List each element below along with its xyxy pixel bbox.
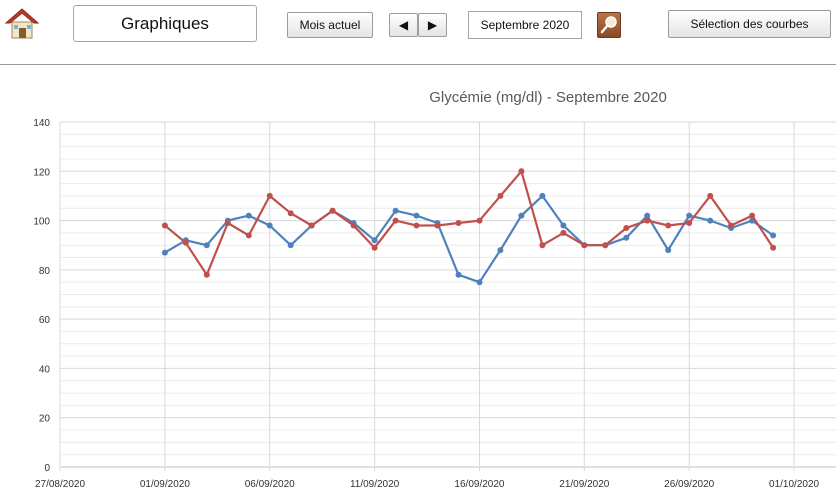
data-point[interactable] — [245, 232, 252, 239]
data-point[interactable] — [476, 217, 483, 224]
x-axis-ticks: 27/08/2020 01/09/2020 06/09/2020 11/09/2020… — [35, 479, 820, 490]
data-point[interactable] — [749, 212, 756, 219]
series-line — [164, 194, 774, 284]
x-tick-label: 01/10/2020 — [769, 479, 819, 490]
y-tick-label: 0 — [44, 463, 50, 474]
data-point[interactable] — [518, 212, 525, 219]
minor-gridlines — [60, 133, 836, 456]
data-point[interactable] — [161, 249, 168, 256]
data-point[interactable] — [455, 271, 462, 278]
data-point[interactable] — [623, 225, 630, 231]
x-tick-label: 16/09/2020 — [454, 479, 504, 490]
y-tick-label: 140 — [33, 118, 50, 129]
magnifier-icon[interactable] — [597, 12, 621, 38]
data-point[interactable] — [182, 239, 189, 246]
curve-selection-button[interactable]: Sélection des courbes — [668, 10, 831, 38]
data-point[interactable] — [266, 192, 273, 199]
data-point[interactable] — [455, 220, 462, 226]
data-point[interactable] — [350, 222, 357, 229]
data-point[interactable] — [497, 192, 504, 199]
data-point[interactable] — [308, 222, 315, 229]
data-point[interactable] — [371, 244, 378, 251]
major-gridlines — [59, 121, 836, 471]
data-point[interactable] — [770, 244, 777, 251]
data-point[interactable] — [497, 247, 504, 254]
y-tick-label: 40 — [39, 364, 51, 375]
data-point[interactable] — [644, 217, 651, 224]
data-point[interactable] — [686, 212, 693, 219]
x-tick-label: 11/09/2020 — [350, 479, 400, 490]
data-point[interactable] — [266, 222, 273, 229]
data-point[interactable] — [434, 222, 441, 229]
series-layer — [161, 168, 777, 286]
data-point[interactable] — [539, 242, 546, 249]
data-point[interactable] — [770, 232, 777, 239]
data-point[interactable] — [581, 242, 588, 249]
x-tick-label: 21/09/2020 — [559, 479, 609, 490]
data-point[interactable] — [287, 210, 294, 217]
data-point[interactable] — [203, 271, 210, 278]
x-tick-label: 06/09/2020 — [245, 479, 295, 490]
series-1 — [161, 192, 777, 286]
y-axis-ticks: 0 20 40 60 80 100 120 140 — [33, 118, 50, 474]
month-display[interactable]: Septembre 2020 — [468, 11, 582, 39]
y-tick-label: 100 — [33, 217, 50, 228]
data-point[interactable] — [728, 222, 735, 229]
toolbar-divider — [0, 64, 836, 65]
data-point[interactable] — [560, 222, 567, 229]
data-point[interactable] — [203, 242, 210, 249]
glycemia-chart: Glycémie (mg/dl) - Septembre 2020 0 20 40 6… — [33, 89, 836, 490]
data-point[interactable] — [476, 279, 483, 286]
y-tick-label: 60 — [39, 315, 51, 326]
x-tick-label: 01/09/2020 — [140, 479, 190, 490]
data-point[interactable] — [665, 222, 672, 229]
data-point[interactable] — [623, 234, 630, 241]
x-tick-label: 26/09/2020 — [664, 479, 714, 490]
data-point[interactable] — [224, 220, 231, 226]
y-tick-label: 20 — [39, 414, 51, 425]
data-point[interactable] — [686, 220, 693, 226]
data-point[interactable] — [371, 237, 378, 244]
data-point[interactable] — [161, 222, 168, 229]
toolbar: Graphiques Mois actuel ◀ ▶ Septembre 202… — [0, 0, 836, 62]
data-point[interactable] — [245, 212, 252, 219]
data-point[interactable] — [602, 242, 609, 249]
x-tick-label: 27/08/2020 — [35, 479, 85, 490]
series-2 — [161, 168, 777, 278]
data-point[interactable] — [392, 217, 399, 224]
data-point[interactable] — [518, 168, 525, 175]
data-point[interactable] — [413, 222, 420, 229]
data-point[interactable] — [329, 207, 336, 214]
data-point[interactable] — [644, 212, 651, 219]
data-point[interactable] — [707, 217, 714, 224]
chart-title: Glycémie (mg/dl) - Septembre 2020 — [429, 89, 667, 106]
data-point[interactable] — [539, 192, 546, 199]
data-point[interactable] — [560, 229, 567, 236]
y-tick-label: 120 — [33, 167, 50, 178]
data-point[interactable] — [413, 212, 420, 219]
current-month-button[interactable]: Mois actuel — [287, 12, 373, 38]
data-point[interactable] — [392, 207, 399, 214]
data-point[interactable] — [665, 247, 672, 254]
data-point[interactable] — [287, 242, 294, 249]
page-title: Graphiques — [73, 5, 257, 42]
y-tick-label: 80 — [39, 266, 51, 277]
data-point[interactable] — [707, 192, 714, 199]
home-icon[interactable] — [4, 6, 40, 42]
series-line — [164, 170, 775, 276]
next-month-button[interactable]: ▶ — [418, 13, 447, 37]
previous-month-button[interactable]: ◀ — [389, 13, 418, 37]
